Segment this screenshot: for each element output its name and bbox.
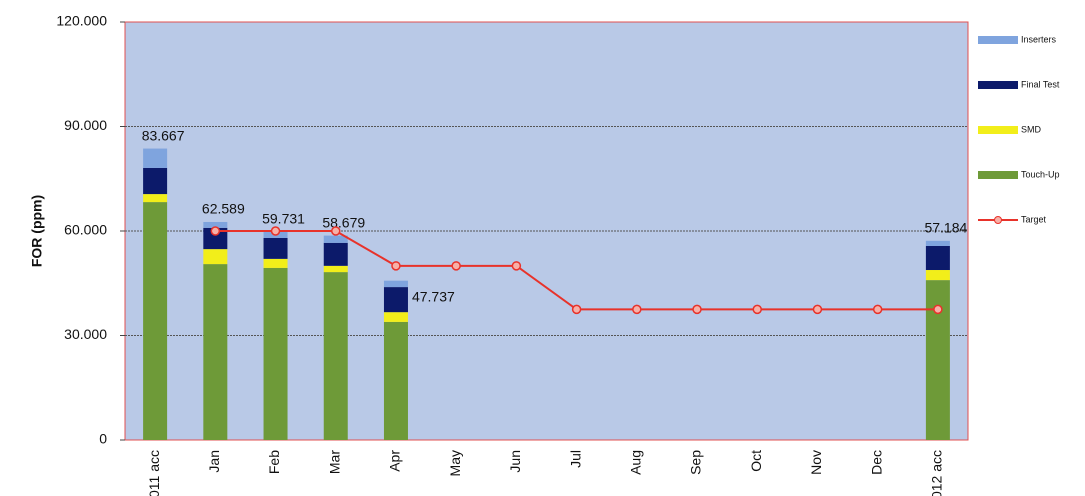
target-point	[511, 261, 522, 271]
bar-segment	[203, 249, 228, 265]
legend-label: SMD	[1021, 124, 1042, 134]
bar-segment	[143, 167, 168, 195]
x-tick-label: 2012 acc	[929, 450, 945, 496]
bar-segment	[323, 235, 348, 243]
target-point	[872, 304, 883, 315]
x-tick-label: Apr	[387, 450, 403, 472]
bar-segment	[925, 280, 950, 440]
bar-segment	[263, 267, 288, 440]
data-label: 47.737	[412, 288, 455, 304]
target-point	[391, 261, 401, 271]
legend-swatch	[978, 171, 1018, 179]
bar-segment	[383, 312, 408, 322]
x-tick-label: 2011 acc	[146, 450, 162, 496]
x-tick-label: May	[447, 450, 463, 476]
bar-segment	[925, 245, 950, 271]
target-point	[632, 304, 642, 315]
legend-swatch	[978, 126, 1018, 134]
bar-segment	[203, 221, 228, 228]
bar-segment	[383, 321, 408, 440]
bar-segment	[323, 242, 348, 266]
x-tick-label: Jul	[567, 450, 583, 468]
y-tick-label: 90.000	[64, 117, 107, 133]
x-tick-label: Aug	[628, 450, 644, 475]
legend-label: Final Test	[1021, 79, 1060, 89]
target-point	[210, 226, 221, 236]
bar-segment	[925, 270, 950, 281]
target-point	[571, 304, 582, 315]
legend-label: Inserters	[1021, 34, 1057, 44]
y-tick-label: 30.000	[64, 326, 107, 342]
bar-segment	[383, 280, 408, 288]
bar-segment	[203, 227, 228, 250]
legend-swatch	[978, 36, 1018, 44]
data-label: 57.184	[924, 220, 967, 236]
x-tick-label: Feb	[266, 450, 282, 474]
target-point	[692, 304, 702, 315]
target-point	[451, 261, 461, 271]
target-point	[270, 226, 281, 236]
x-tick-label: Jan	[206, 450, 222, 473]
bar-segment	[143, 202, 168, 440]
bar-segment	[143, 194, 168, 203]
y-tick-label: 0	[99, 431, 107, 447]
target-point	[933, 304, 943, 315]
bar-segment	[263, 237, 288, 259]
bar-segment	[323, 265, 348, 273]
data-label: 83.667	[142, 127, 185, 143]
legend-swatch	[978, 81, 1018, 89]
bar-segment	[925, 240, 950, 246]
legend-label: Target	[1021, 214, 1047, 224]
data-label: 58.679	[322, 214, 365, 230]
x-tick-label: Jun	[507, 450, 523, 473]
bar-segment	[263, 258, 288, 268]
bar-segment	[143, 148, 168, 168]
bar-segment	[383, 287, 408, 313]
x-tick-label: Mar	[326, 450, 342, 474]
legend-label: Touch-Up	[1021, 169, 1060, 179]
data-label: 59.731	[262, 211, 305, 227]
y-axis-label: FOR (ppm)	[29, 195, 45, 267]
target-point	[752, 304, 762, 315]
x-tick-label: Oct	[748, 450, 764, 472]
data-label: 62.589	[202, 201, 245, 217]
bar-segment	[203, 264, 228, 440]
legend-marker	[994, 216, 1002, 224]
bar-segment	[323, 272, 348, 440]
x-tick-label: Nov	[808, 450, 824, 475]
target-point	[812, 304, 823, 315]
target-point	[331, 226, 341, 236]
y-tick-label: 120.000	[56, 13, 107, 29]
y-tick-label: 60.000	[64, 222, 107, 238]
x-tick-label: Dec	[868, 450, 884, 475]
x-tick-label: Sep	[688, 450, 704, 475]
